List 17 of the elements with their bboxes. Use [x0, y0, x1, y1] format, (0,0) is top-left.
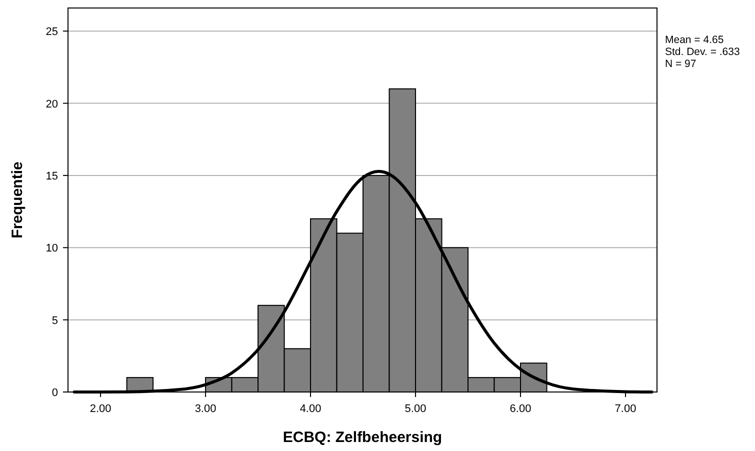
- y-axis-title: Frequentie: [9, 162, 26, 238]
- text: N = 97: [665, 58, 696, 70]
- y-tick-label: 25: [46, 26, 58, 38]
- x-tick-label: 7.00: [614, 403, 636, 415]
- y-tick-label: 5: [52, 314, 58, 327]
- x-tick-label: 6.00: [510, 403, 532, 415]
- x-tick-label: 4.00: [300, 403, 322, 415]
- y-tick-label: 20: [46, 98, 58, 110]
- x-tick-label: 3.00: [194, 403, 216, 415]
- y-tick-label: 0: [52, 387, 58, 399]
- x-axis-title: ECBQ: Zelfbeheersing: [282, 429, 442, 446]
- y-tick-label: 10: [46, 242, 58, 255]
- x-tick-label: 2.00: [90, 403, 112, 415]
- x-tick-label: 5.00: [404, 403, 426, 415]
- text: Mean = 4.65: [665, 34, 724, 46]
- y-tick-label: 15: [46, 170, 58, 182]
- text: Std. Dev. = .633: [665, 46, 740, 58]
